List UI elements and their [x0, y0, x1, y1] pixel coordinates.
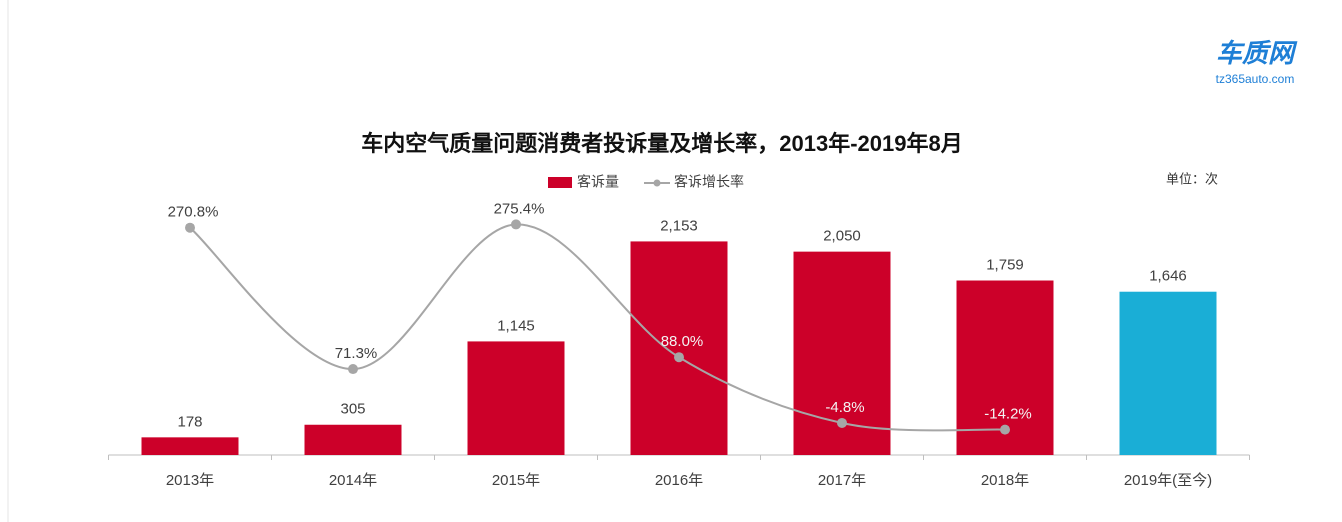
bar-value-label: 2,050: [823, 228, 861, 245]
growth-value-label: 270.8%: [168, 204, 219, 221]
growth-point: [348, 364, 358, 375]
logo-url: tz365auto.com: [1216, 72, 1295, 86]
bar-value-label: 2,153: [660, 217, 698, 234]
bar: [467, 341, 565, 455]
legend-label: 客诉增长率: [674, 174, 744, 190]
growth-value-label: -4.8%: [825, 399, 864, 416]
bar-value-label: 1,145: [497, 317, 535, 334]
legend-swatch: [548, 177, 572, 188]
x-tick-label: 2019年(至今): [1124, 472, 1212, 489]
growth-point: [185, 222, 195, 233]
growth-point: [837, 417, 847, 428]
bar: [141, 437, 239, 455]
growth-point: [511, 219, 521, 230]
bar: [304, 424, 402, 455]
growth-value-label: -14.2%: [984, 406, 1032, 423]
x-tick-label: 2014年: [329, 472, 377, 489]
bar-value-label: 178: [177, 413, 202, 430]
legend-swatch: [653, 179, 661, 187]
bar: [630, 241, 728, 455]
unit-label: 单位：次: [1166, 171, 1218, 186]
x-tick-label: 2018年: [981, 472, 1029, 489]
growth-value-label: 275.4%: [494, 200, 545, 217]
growth-value-label: 88.0%: [661, 333, 704, 350]
growth-value-label: 71.3%: [335, 345, 378, 362]
growth-point: [674, 352, 684, 363]
x-tick-label: 2016年: [655, 472, 703, 489]
x-tick-label: 2017年: [818, 472, 866, 489]
logo-name: 车质网: [1216, 38, 1298, 68]
growth-point: [1000, 424, 1010, 435]
chart-title: 车内空气质量问题消费者投诉量及增长率，2013年-2019年8月: [361, 131, 962, 156]
bar: [1119, 291, 1217, 455]
legend-label: 客诉量: [577, 174, 619, 190]
bar-value-label: 1,646: [1149, 268, 1187, 285]
x-tick-label: 2015年: [492, 472, 540, 489]
bar-value-label: 305: [340, 401, 365, 418]
bar-value-label: 1,759: [986, 256, 1024, 273]
x-tick-label: 2013年: [166, 472, 214, 489]
